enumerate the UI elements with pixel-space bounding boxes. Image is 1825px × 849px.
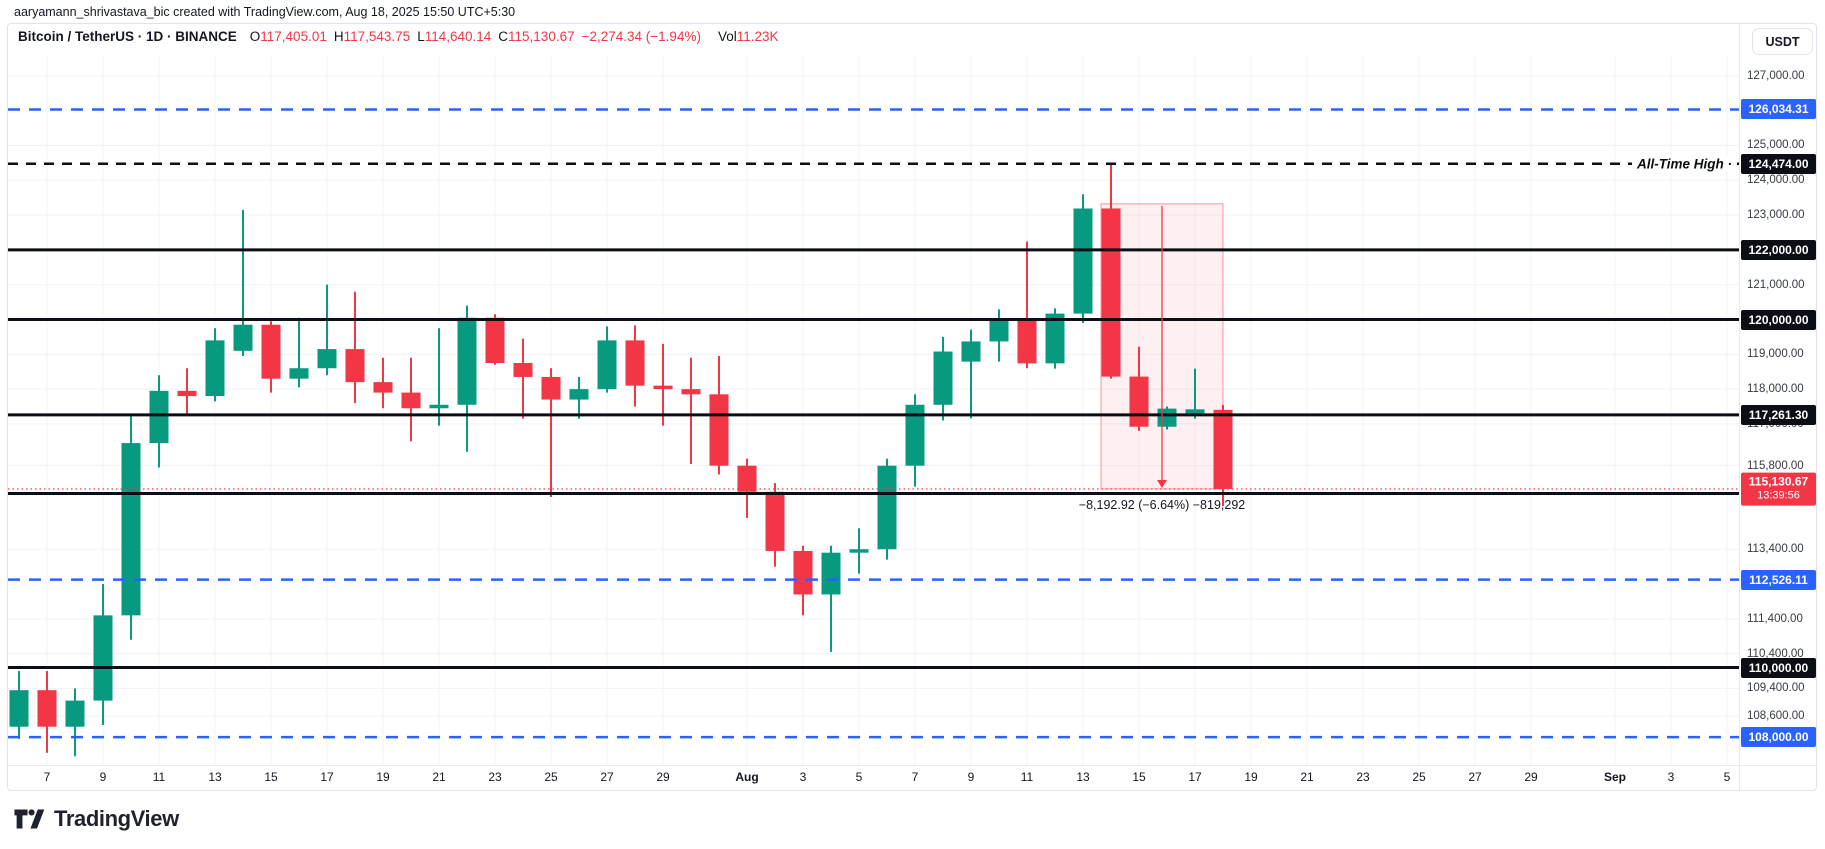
volume-value: 11.23K	[736, 29, 779, 44]
time-tick-label: 25	[1412, 770, 1426, 784]
volume-label: Vol	[717, 29, 737, 44]
time-tick-label: 9	[99, 770, 107, 784]
price-tick-label: 118,000.00	[1747, 383, 1804, 396]
time-tick-label: 29	[656, 770, 670, 784]
bar-countdown: 13:39:56	[1757, 489, 1800, 502]
price-tick-label: 124,000.00	[1747, 174, 1805, 187]
level-price-label: 124,474.00	[1741, 153, 1816, 174]
time-tick-label: 3	[799, 770, 807, 784]
low-label: L	[417, 29, 425, 44]
symbol-title[interactable]: Bitcoin / TetherUS · 1D · BINANCE	[18, 29, 237, 44]
low-value: 114,640.14	[424, 29, 492, 44]
change-value: −2,274.34 (−1.94%)	[581, 29, 701, 44]
close-label: C	[498, 29, 509, 44]
time-tick-label: 27	[600, 770, 614, 784]
currency-toggle-button[interactable]: USDT	[1752, 28, 1813, 55]
time-tick-label: 7	[911, 770, 919, 784]
price-tick-label: 125,000.00	[1747, 139, 1805, 152]
time-tick-label: 23	[1356, 770, 1370, 784]
price-tick-label: 115,800.00	[1747, 459, 1804, 472]
tradingview-logo-icon	[14, 809, 45, 829]
time-axis-separator	[8, 765, 1817, 766]
price-tick-label: 121,000.00	[1747, 278, 1805, 291]
level-price-label: 122,000.00	[1741, 239, 1816, 260]
tradingview-logo-text: TradingView	[54, 806, 179, 831]
level-price-label: 126,034.31	[1741, 99, 1816, 120]
time-tick-label: 27	[1468, 770, 1482, 784]
attribution-text: aaryamann_shrivastava_bic created with T…	[14, 5, 516, 19]
open-label: O	[249, 29, 261, 44]
open-value: 117,405.01	[260, 29, 327, 44]
price-tick-label: 109,400.00	[1747, 682, 1805, 695]
high-label: H	[333, 29, 344, 44]
time-tick-label: 3	[1667, 770, 1675, 784]
time-tick-label: Aug	[735, 770, 759, 784]
price-range-measurement-label: −8,192.92 (−6.64%) −819,292	[1078, 497, 1246, 512]
time-tick-label: 21	[1300, 770, 1314, 784]
time-tick-label: 19	[376, 770, 390, 784]
level-price-label: 108,000.00	[1741, 727, 1816, 748]
time-tick-label: 13	[1076, 770, 1090, 784]
price-tick-label: 127,000.00	[1747, 69, 1805, 82]
time-tick-label: 11	[152, 770, 166, 784]
price-tick-label: 123,000.00	[1747, 209, 1805, 222]
all-time-high-label: All-Time High ·	[1631, 156, 1737, 172]
current-price-value: 115,130.67	[1748, 474, 1809, 489]
level-price-label: 120,000.00	[1741, 309, 1816, 330]
close-value: 115,130.67	[508, 29, 575, 44]
time-tick-label: 17	[320, 770, 334, 784]
time-tick-label: 21	[432, 770, 446, 784]
time-tick-label: 19	[1244, 770, 1258, 784]
time-tick-label: 13	[208, 770, 222, 784]
price-tick-label: 119,000.00	[1747, 348, 1804, 361]
price-tick-label: 111,400.00	[1747, 612, 1803, 625]
time-tick-label: 11	[1020, 770, 1034, 784]
time-tick-label: 25	[544, 770, 558, 784]
current-price-axis-label: 115,130.67 13:39:56	[1741, 472, 1816, 506]
time-tick-label: Sep	[1603, 770, 1627, 784]
time-tick-label: 5	[1723, 770, 1731, 784]
price-tick-label: 108,600.00	[1747, 710, 1805, 723]
time-tick-label: 29	[1524, 770, 1538, 784]
price-axis-separator	[1739, 24, 1740, 790]
level-price-label: 110,000.00	[1741, 657, 1816, 678]
high-value: 117,543.75	[343, 29, 411, 44]
symbol-legend: Bitcoin / TetherUS · 1D · BINANCE O117,4…	[18, 29, 779, 44]
time-tick-label: 7	[43, 770, 51, 784]
time-tick-label: 5	[855, 770, 863, 784]
level-price-label: 112,526.11	[1741, 569, 1816, 590]
price-tick-label: 110,400.00	[1747, 647, 1804, 660]
time-tick-label: 23	[488, 770, 502, 784]
time-tick-label: 15	[264, 770, 278, 784]
tradingview-logo[interactable]: TradingView	[13, 806, 179, 832]
level-price-label: 117,261.30	[1741, 404, 1816, 425]
price-tick-label: 113,400.00	[1747, 543, 1804, 556]
time-tick-label: 17	[1188, 770, 1202, 784]
time-tick-label: 15	[1132, 770, 1146, 784]
time-tick-label: 9	[967, 770, 975, 784]
